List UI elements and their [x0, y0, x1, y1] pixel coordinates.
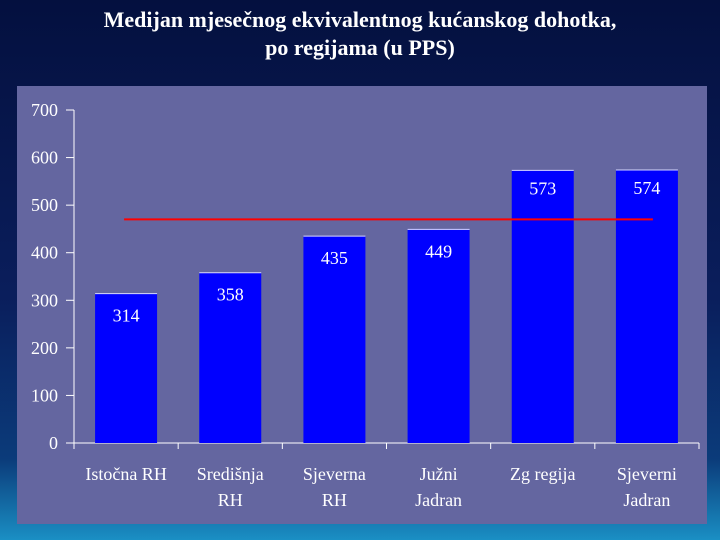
y-tick-label: 300	[31, 290, 58, 310]
data-label-0: 314	[113, 306, 140, 326]
slide-title-line-1: Medijan mjesečnog ekvivalentnog kućansko…	[103, 7, 617, 32]
category-label: Sjeverni	[617, 464, 677, 484]
category-label: RH	[322, 490, 347, 510]
slide-title: Medijan mjesečnog ekvivalentnog kućansko…	[0, 6, 720, 62]
bar-2	[303, 236, 366, 443]
y-tick-label: 400	[31, 243, 58, 263]
data-label-5: 574	[633, 178, 660, 198]
data-label-4: 573	[529, 178, 556, 198]
category-label: Središnja	[197, 464, 264, 484]
bar-chart: 0 100 200 300 400 500 600 700 314 358 435 449 573 574…	[31, 100, 700, 510]
y-tick-label: 0	[49, 433, 58, 453]
y-tick-label: 500	[31, 195, 58, 215]
bar-4	[511, 170, 574, 443]
data-label-2: 435	[321, 248, 348, 268]
y-tick-label: 100	[31, 385, 58, 405]
category-label: Sjeverna	[303, 464, 366, 484]
chart-panel: 0 100 200 300 400 500 600 700 314 358 435 449 573 574…	[17, 86, 707, 524]
y-tick-label: 600	[31, 148, 58, 168]
bar-3	[407, 229, 470, 443]
category-label: Zg regija	[510, 464, 575, 484]
bar-0	[95, 293, 158, 443]
y-tick-label: 700	[31, 100, 58, 120]
slide-title-line-2: po regijama (u PPS)	[265, 35, 455, 60]
category-label: Jadran	[623, 490, 670, 510]
category-label: Jadran	[415, 490, 462, 510]
y-tick-label: 200	[31, 338, 58, 358]
data-label-3: 449	[425, 241, 452, 261]
bar-5	[615, 169, 678, 443]
category-label: Istočna RH	[85, 464, 166, 484]
category-label: RH	[218, 490, 243, 510]
data-label-1: 358	[217, 285, 244, 305]
bar-1	[199, 272, 262, 443]
category-label: Južni	[420, 464, 458, 484]
